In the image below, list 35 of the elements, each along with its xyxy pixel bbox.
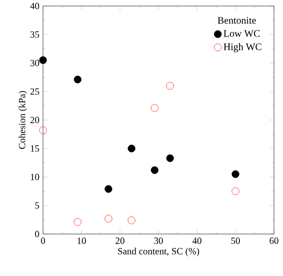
point	[104, 214, 112, 222]
y-axis-title: Cohesion (kPa)	[18, 91, 28, 149]
point	[166, 82, 174, 90]
point	[128, 144, 136, 152]
point	[74, 218, 82, 226]
legend-label: High WC	[224, 43, 262, 52]
y-tick-label: 30	[30, 60, 40, 66]
point	[104, 185, 112, 193]
x-tick-label: 50	[231, 238, 240, 244]
point	[74, 76, 82, 84]
legend-label: Low WC	[224, 30, 260, 37]
x-axis-title: Sand content, SC (%)	[118, 248, 200, 256]
y-tick-label: 35	[30, 31, 40, 38]
point	[150, 166, 158, 174]
x-tick-label: 10	[78, 238, 86, 244]
legend-title: Bentonite	[218, 17, 256, 24]
y-tick-label: 15	[30, 145, 40, 152]
x-tick-label: 20	[116, 238, 124, 244]
point	[232, 170, 240, 178]
point	[150, 104, 158, 112]
point	[39, 56, 47, 64]
y-tick-label: 0	[35, 230, 40, 238]
y-tick-label: 40	[30, 2, 40, 10]
point	[232, 187, 240, 196]
y-tick-label: 10	[30, 174, 40, 180]
x-tick-label: 0	[40, 238, 46, 244]
x-tick-label: 30	[154, 238, 163, 244]
y-tick-label: 25	[30, 88, 40, 95]
y-tick-label: 5	[35, 202, 40, 209]
x-tick-label: 40	[192, 238, 202, 244]
point	[128, 216, 136, 224]
point	[166, 154, 174, 162]
x-tick-label: 60	[270, 238, 278, 244]
point	[39, 126, 47, 134]
y-tick-label: 20	[30, 116, 40, 124]
